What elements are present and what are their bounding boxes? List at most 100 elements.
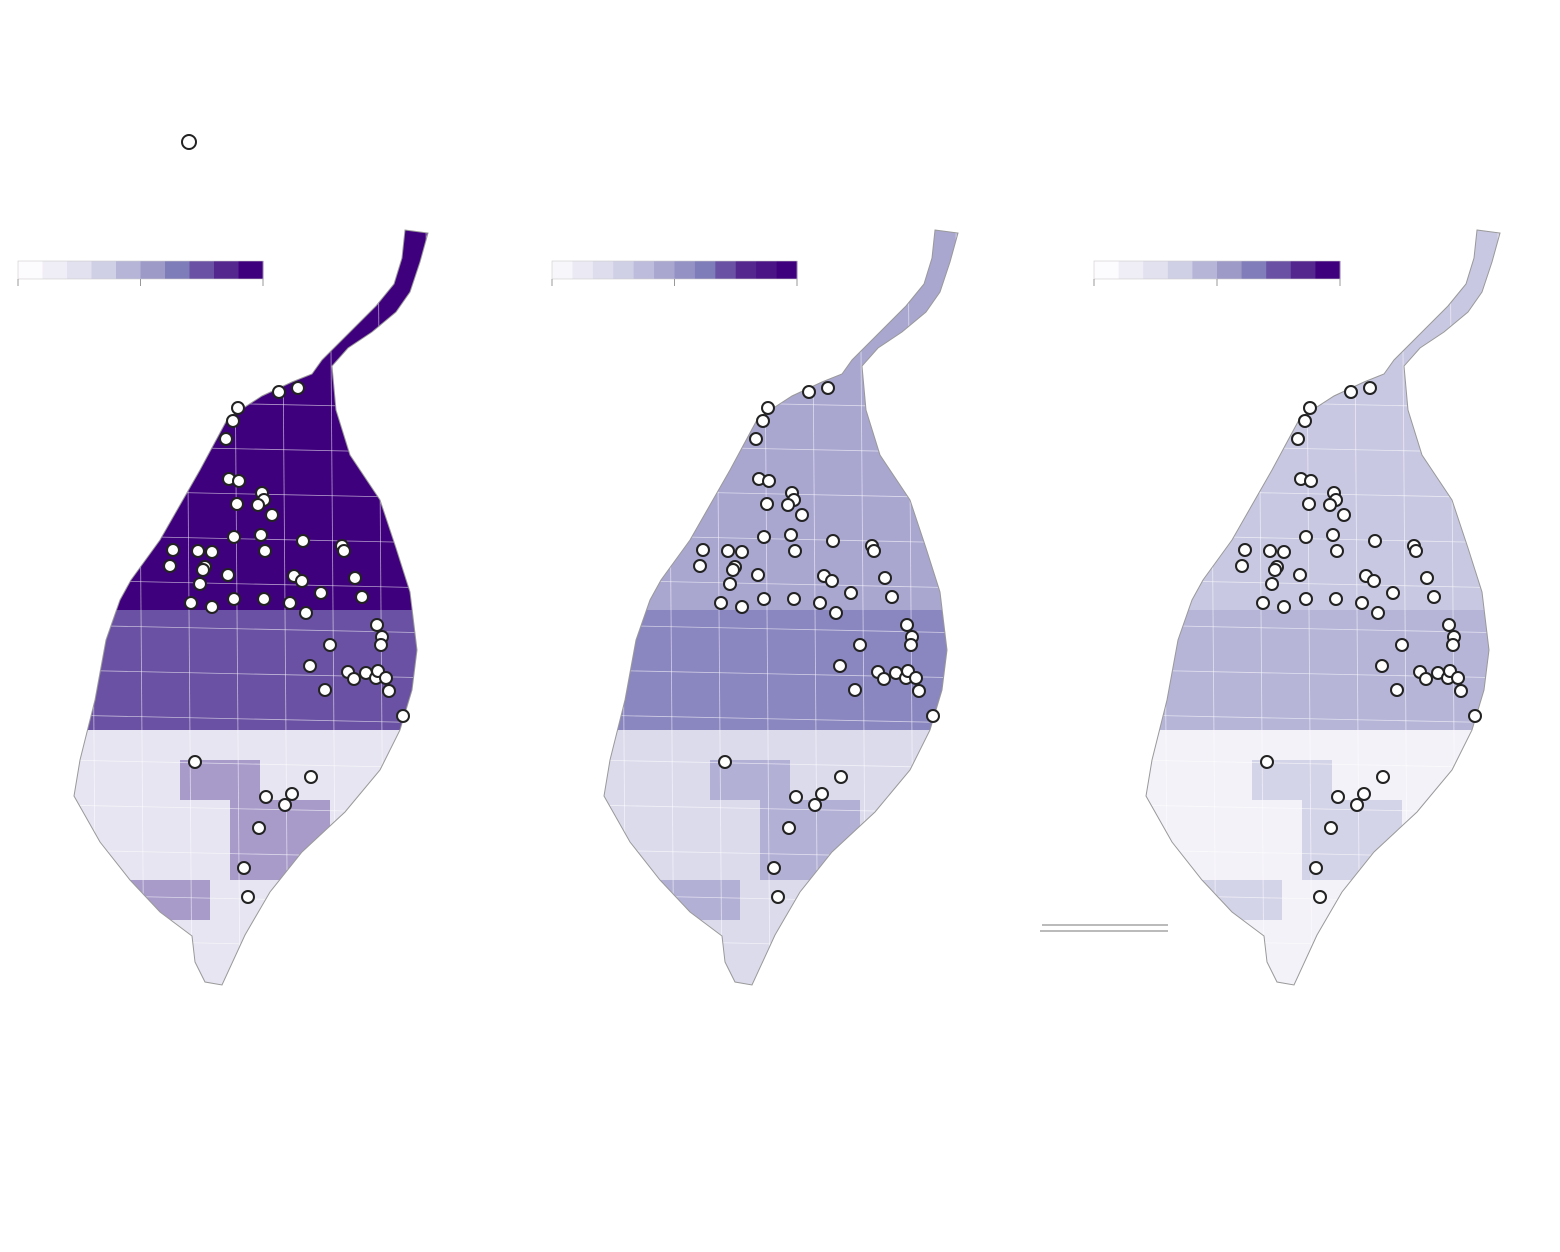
boundary: [955, 230, 958, 985]
legend-swatch: [735, 261, 757, 279]
region: [130, 880, 210, 920]
region: [660, 880, 740, 920]
legend-swatch: [238, 261, 264, 279]
legend-swatch: [1315, 261, 1341, 279]
legend-swatch: [1192, 261, 1218, 279]
site-marker: [1376, 770, 1390, 784]
site-marker: [848, 683, 862, 697]
legend-marker: [181, 134, 197, 150]
site-marker: [1326, 528, 1340, 542]
color-legend: [1093, 260, 1341, 286]
boundary: [74, 939, 428, 949]
boundary: [1161, 230, 1169, 985]
site-marker: [227, 530, 241, 544]
site-marker: [221, 568, 235, 582]
site-marker: [1409, 544, 1423, 558]
site-marker: [265, 508, 279, 522]
site-marker: [767, 861, 781, 875]
site-marker: [1331, 790, 1345, 804]
site-marker: [726, 563, 740, 577]
site-marker: [232, 474, 246, 488]
legend-swatch: [776, 261, 798, 279]
site-marker: [802, 385, 816, 399]
site-marker: [693, 559, 707, 573]
site-marker: [782, 821, 796, 835]
color-legend: [17, 260, 264, 286]
boundary: [619, 230, 627, 985]
legend-swatch: [67, 261, 92, 279]
site-marker: [762, 474, 776, 488]
site-marker: [1324, 821, 1338, 835]
legend-swatch: [18, 261, 43, 279]
site-marker: [193, 577, 207, 591]
site-marker: [285, 787, 299, 801]
site-marker: [1427, 590, 1441, 604]
site-marker: [808, 798, 822, 812]
site-marker: [1304, 474, 1318, 488]
site-marker: [878, 571, 892, 585]
legend-swatch: [1290, 261, 1316, 279]
site-marker: [296, 534, 310, 548]
site-marker: [885, 590, 899, 604]
boundary: [604, 714, 958, 724]
color-legend: [551, 260, 798, 286]
site-marker: [1420, 571, 1434, 585]
site-marker: [904, 638, 918, 652]
site-marker: [258, 544, 272, 558]
site-marker: [1268, 563, 1282, 577]
legend-swatch: [1167, 261, 1193, 279]
site-marker: [254, 528, 268, 542]
site-marker: [1330, 544, 1344, 558]
site-marker: [1371, 606, 1385, 620]
map: [1145, 229, 1501, 986]
boundary: [604, 759, 958, 769]
site-marker: [867, 544, 881, 558]
site-marker: [379, 671, 393, 685]
site-marker: [257, 592, 271, 606]
site-marker: [374, 638, 388, 652]
site-marker: [781, 498, 795, 512]
legend-swatch: [613, 261, 635, 279]
boundary: [1146, 759, 1500, 769]
site-marker: [829, 606, 843, 620]
site-marker: [826, 534, 840, 548]
legend-swatch: [654, 261, 675, 279]
site-marker: [314, 586, 328, 600]
site-marker: [735, 600, 749, 614]
site-marker: [788, 544, 802, 558]
legend-swatch: [189, 261, 215, 279]
site-marker: [751, 568, 765, 582]
site-marker: [303, 659, 317, 673]
site-marker: [1375, 659, 1389, 673]
site-marker: [1357, 787, 1371, 801]
boundary: [1146, 939, 1500, 949]
site-marker: [347, 672, 361, 686]
legend-swatch: [1266, 261, 1292, 279]
site-marker: [241, 890, 255, 904]
site-marker: [1446, 638, 1460, 652]
site-marker: [714, 596, 728, 610]
boundary: [89, 230, 97, 985]
site-marker: [787, 592, 801, 606]
site-marker: [348, 571, 362, 585]
site-marker: [825, 574, 839, 588]
site-marker: [1350, 798, 1364, 812]
site-marker: [909, 671, 923, 685]
site-marker: [813, 596, 827, 610]
site-marker: [723, 577, 737, 591]
site-marker: [1263, 544, 1277, 558]
site-marker: [1451, 671, 1465, 685]
site-marker: [1363, 381, 1377, 395]
boundary: [1146, 714, 1500, 724]
legend-swatch: [756, 261, 778, 279]
boundary: [604, 939, 958, 949]
site-marker: [761, 401, 775, 415]
site-marker: [291, 381, 305, 395]
legend-swatch: [715, 261, 737, 279]
site-marker: [1419, 672, 1433, 686]
site-marker: [771, 890, 785, 904]
site-marker: [1293, 568, 1307, 582]
site-marker: [370, 618, 384, 632]
site-marker: [1256, 596, 1270, 610]
site-marker: [396, 709, 410, 723]
